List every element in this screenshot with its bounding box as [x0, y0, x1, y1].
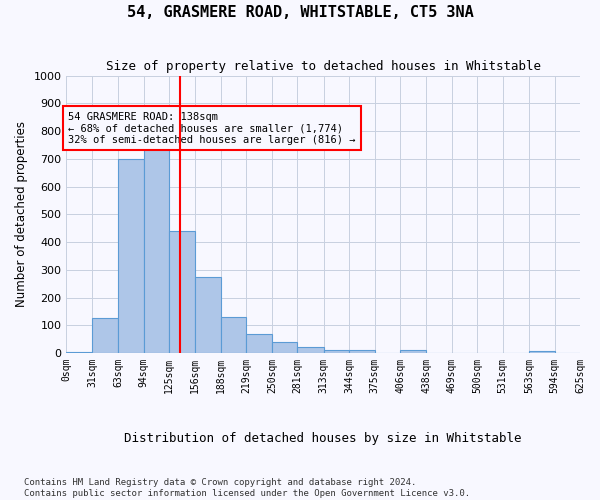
Bar: [247, 334, 272, 353]
Y-axis label: Number of detached properties: Number of detached properties: [15, 122, 28, 308]
Text: 54 GRASMERE ROAD: 138sqm
← 68% of detached houses are smaller (1,774)
32% of sem: 54 GRASMERE ROAD: 138sqm ← 68% of detach…: [68, 112, 356, 145]
Bar: [221, 317, 247, 353]
Bar: [92, 318, 118, 353]
Bar: [298, 347, 323, 353]
Bar: [143, 138, 169, 353]
Bar: [400, 350, 427, 353]
X-axis label: Distribution of detached houses by size in Whitstable: Distribution of detached houses by size …: [124, 432, 522, 445]
Bar: [67, 352, 92, 353]
Text: Contains HM Land Registry data © Crown copyright and database right 2024.
Contai: Contains HM Land Registry data © Crown c…: [24, 478, 470, 498]
Bar: [272, 342, 298, 353]
Bar: [169, 231, 194, 353]
Bar: [323, 350, 349, 353]
Bar: [529, 351, 554, 353]
Bar: [118, 159, 143, 353]
Bar: [194, 276, 221, 353]
Text: 54, GRASMERE ROAD, WHITSTABLE, CT5 3NA: 54, GRASMERE ROAD, WHITSTABLE, CT5 3NA: [127, 5, 473, 20]
Bar: [349, 350, 374, 353]
Title: Size of property relative to detached houses in Whitstable: Size of property relative to detached ho…: [106, 60, 541, 73]
